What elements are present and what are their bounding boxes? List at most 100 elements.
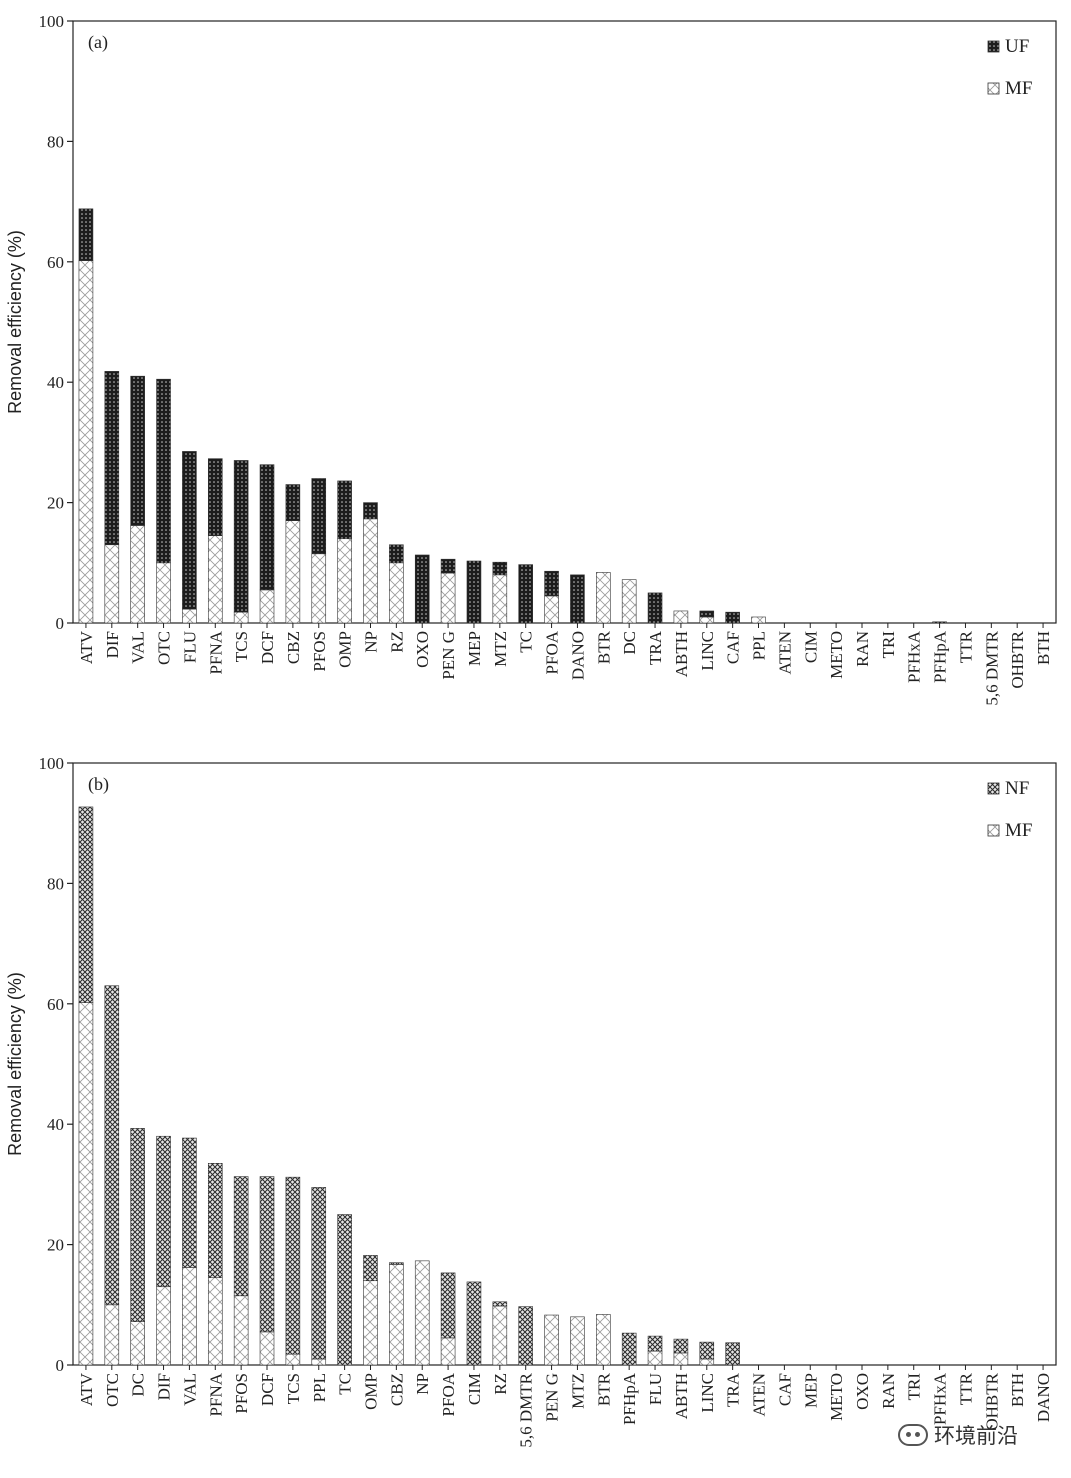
x-tick-label: TC: [336, 1373, 355, 1395]
bar-uf: [104, 371, 120, 546]
bar-mf: [544, 595, 559, 624]
x-tick-label: BTH: [1008, 1373, 1027, 1407]
bar-mf: [311, 553, 327, 624]
bar-mf: [259, 589, 275, 624]
bar-uf: [466, 560, 482, 624]
bar-mf: [104, 1304, 120, 1366]
bar-mf: [596, 572, 611, 624]
bar-uf: [518, 564, 533, 624]
x-tick-label: DANO: [568, 631, 587, 680]
bar-nf: [621, 1332, 637, 1366]
bar-uf: [311, 478, 327, 555]
bar-nf: [182, 1137, 197, 1268]
x-tick-label: MEP: [465, 631, 484, 666]
x-tick-label: TRI: [879, 631, 898, 659]
bar-mf: [130, 525, 145, 624]
bar-nf: [363, 1255, 378, 1282]
x-tick-label: ATV: [77, 1372, 96, 1406]
bar-mf: [104, 544, 120, 624]
legend-label: NF: [1005, 778, 1029, 799]
x-tick-label: TCS: [284, 1373, 303, 1404]
y-tick-label: 80: [47, 132, 64, 151]
bar-mf: [363, 1280, 378, 1366]
x-tick-label: NP: [361, 631, 380, 653]
bar-mf: [363, 518, 378, 624]
x-tick-label: OMP: [336, 631, 355, 668]
x-tick-label: DANO: [1034, 1373, 1053, 1422]
bar-nf: [518, 1306, 533, 1366]
x-tick-label: PEN G: [543, 1373, 562, 1422]
bar-mf: [673, 610, 689, 624]
x-tick-label: PFHxA: [931, 1372, 950, 1425]
bar-uf: [440, 558, 456, 574]
bar-mf: [207, 535, 223, 624]
x-tick-label: TTR: [956, 1372, 975, 1405]
x-tick-label: PPL: [310, 1373, 329, 1402]
wechat-icon: [898, 1424, 928, 1446]
legend-label: MF: [1005, 820, 1032, 841]
bar-nf: [337, 1214, 352, 1366]
bar-nf: [78, 806, 94, 1003]
x-tick-label: OMP: [361, 1373, 380, 1410]
bar-nf: [673, 1338, 689, 1354]
x-tick-label: PFOA: [543, 630, 562, 674]
bar-mf: [621, 579, 637, 624]
bar-mf: [337, 538, 352, 624]
x-tick-label: RZ: [491, 1373, 510, 1395]
x-tick-label: TRA: [724, 1372, 743, 1407]
bar-mf: [699, 616, 715, 624]
legend-swatch: [987, 82, 1000, 95]
y-tick-label: 40: [47, 373, 64, 392]
bar-uf: [699, 610, 715, 618]
bar-nf: [207, 1163, 223, 1279]
x-tick-label: BTR: [594, 630, 613, 664]
x-tick-label: ABTH: [672, 631, 691, 677]
x-tick-label: RAN: [879, 1373, 898, 1409]
x-tick-label: CBZ: [284, 631, 303, 664]
x-tick-label: PFOA: [439, 1372, 458, 1416]
bar-mf: [182, 1267, 197, 1366]
x-tick-label: ATEN: [750, 1373, 769, 1416]
legend-item: NF: [987, 778, 1029, 799]
y-tick-label: 80: [47, 874, 64, 893]
legend-item: MF: [987, 78, 1032, 99]
bar-mf: [182, 608, 197, 624]
bar-mf: [78, 260, 94, 624]
y-tick-label: 0: [56, 1356, 65, 1375]
x-tick-label: PFHpA: [620, 1372, 639, 1425]
bar-mf: [544, 1314, 559, 1366]
x-tick-label: DIF: [103, 631, 122, 658]
x-tick-label: TTR: [956, 630, 975, 663]
bar-uf: [78, 208, 94, 261]
plot-frame: [72, 762, 1057, 1366]
x-tick-label: OTC: [155, 631, 174, 665]
watermark-text: 环境前沿: [934, 1424, 1018, 1448]
x-tick-label: METO: [827, 631, 846, 679]
x-tick-label: PFHxA: [905, 630, 924, 683]
bar-uf: [156, 378, 171, 564]
bar-mf: [156, 1286, 171, 1366]
bar-mf: [414, 1260, 430, 1366]
bar-mf: [492, 574, 508, 624]
x-tick-label: PFOS: [310, 631, 329, 672]
bar-uf: [544, 570, 559, 597]
x-tick-label: LINC: [698, 1373, 717, 1413]
x-tick-label: VAL: [180, 1373, 199, 1406]
bar-mf: [233, 611, 249, 624]
x-tick-label: PFNA: [206, 1372, 225, 1416]
x-tick-label: ABTH: [672, 1373, 691, 1419]
x-tick-label: BTR: [594, 1372, 613, 1406]
bar-mf: [389, 562, 404, 624]
x-tick-label: BTH: [1034, 631, 1053, 665]
bar-nf: [233, 1176, 249, 1297]
bar-mf: [492, 1305, 508, 1366]
x-tick-label: CAF: [724, 631, 743, 664]
x-tick-label: 5,6 DMTR: [517, 1372, 536, 1447]
bar-mf: [570, 1316, 585, 1366]
legend-swatch: [987, 40, 1000, 53]
y-tick-label: 40: [47, 1115, 64, 1134]
bar-uf: [647, 592, 663, 624]
y-tick-label: 20: [47, 494, 64, 513]
legend-item: UF: [987, 36, 1029, 57]
bar-nf: [311, 1187, 327, 1360]
